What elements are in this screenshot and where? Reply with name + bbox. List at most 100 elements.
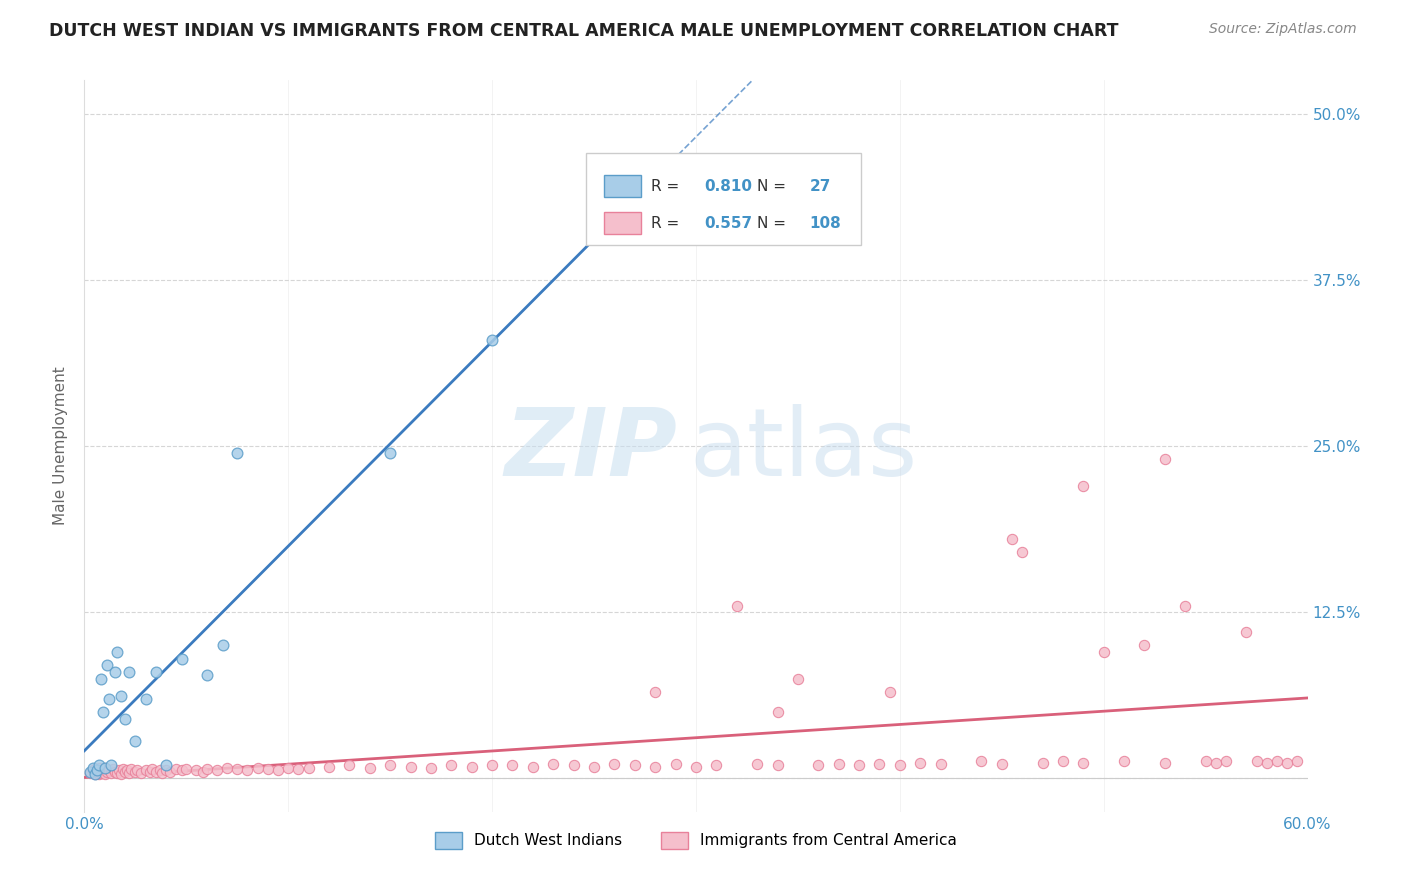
Point <box>124 734 146 748</box>
Point <box>90 766 112 780</box>
Point <box>110 689 132 703</box>
Point <box>380 445 402 459</box>
Point <box>502 758 524 772</box>
Point <box>86 764 108 778</box>
Point <box>114 764 136 779</box>
Point <box>127 764 149 778</box>
Point <box>112 762 135 776</box>
Point <box>583 759 606 773</box>
Point <box>440 758 463 772</box>
Point <box>191 764 214 779</box>
Point <box>141 762 163 776</box>
Point <box>110 767 132 781</box>
Point <box>481 333 503 347</box>
Point <box>87 761 110 775</box>
Point <box>1215 754 1237 768</box>
Point <box>624 758 647 772</box>
Point <box>339 758 361 772</box>
Point <box>104 665 127 679</box>
Point <box>124 764 146 779</box>
Point <box>155 758 177 772</box>
Point <box>1011 545 1033 559</box>
Point <box>131 766 153 780</box>
Point <box>226 762 249 776</box>
Point <box>665 756 688 771</box>
Point <box>1073 479 1095 493</box>
Point <box>828 756 851 771</box>
FancyBboxPatch shape <box>605 176 641 197</box>
Point <box>1154 756 1177 770</box>
FancyBboxPatch shape <box>605 212 641 234</box>
Legend: Dutch West Indians, Immigrants from Central America: Dutch West Indians, Immigrants from Cent… <box>429 825 963 855</box>
Point <box>86 764 108 779</box>
Point <box>1286 754 1309 768</box>
Text: DUTCH WEST INDIAN VS IMMIGRANTS FROM CENTRAL AMERICA MALE UNEMPLOYMENT CORRELATI: DUTCH WEST INDIAN VS IMMIGRANTS FROM CEN… <box>49 22 1119 40</box>
Point <box>481 758 503 772</box>
Point <box>1133 639 1156 653</box>
Point <box>298 761 321 775</box>
Point <box>100 766 122 780</box>
Point <box>543 756 565 771</box>
Point <box>1256 756 1278 770</box>
Point <box>172 764 194 778</box>
Point <box>1114 754 1136 768</box>
Point <box>83 762 105 776</box>
Point <box>1092 645 1115 659</box>
Point <box>195 667 218 681</box>
Point <box>420 761 443 775</box>
Point <box>97 691 120 706</box>
Text: 0.557: 0.557 <box>704 216 752 231</box>
Point <box>82 764 104 778</box>
Point <box>1073 756 1095 770</box>
Point <box>114 712 136 726</box>
Point <box>83 767 105 781</box>
Point <box>359 761 381 775</box>
Point <box>150 766 173 780</box>
Text: Source: ZipAtlas.com: Source: ZipAtlas.com <box>1209 22 1357 37</box>
Point <box>149 764 172 778</box>
Point <box>205 764 228 778</box>
Point <box>624 200 647 214</box>
Point <box>318 759 340 773</box>
Point <box>787 672 810 686</box>
Point <box>186 764 208 778</box>
Point <box>79 766 101 780</box>
Point <box>87 767 110 781</box>
Point <box>96 764 118 779</box>
Text: 0.810: 0.810 <box>704 179 752 194</box>
Point <box>212 639 235 653</box>
Point <box>159 764 181 779</box>
Point <box>257 762 280 776</box>
Point <box>79 764 101 779</box>
Point <box>246 761 269 775</box>
Point <box>848 758 870 772</box>
Point <box>461 759 484 773</box>
Point <box>93 767 115 781</box>
Point <box>165 762 187 776</box>
Text: N =: N = <box>758 179 792 194</box>
Point <box>562 758 585 772</box>
Point <box>685 759 707 773</box>
Point <box>108 764 131 778</box>
Point <box>277 761 299 775</box>
Point <box>96 658 118 673</box>
Point <box>929 756 952 771</box>
Point <box>120 762 142 776</box>
Point <box>1277 756 1299 770</box>
Point <box>644 759 666 773</box>
Point <box>1236 625 1258 640</box>
Point <box>1205 756 1227 770</box>
FancyBboxPatch shape <box>586 153 860 244</box>
Point <box>226 445 249 459</box>
Point <box>174 762 197 776</box>
Point <box>135 691 157 706</box>
Text: 27: 27 <box>810 179 831 194</box>
Point <box>1001 532 1024 546</box>
Text: atlas: atlas <box>690 404 918 496</box>
Point <box>97 764 120 778</box>
Point <box>1265 754 1288 768</box>
Point <box>522 759 544 773</box>
Point <box>83 767 105 781</box>
Point <box>1052 754 1074 768</box>
Point <box>399 759 422 773</box>
